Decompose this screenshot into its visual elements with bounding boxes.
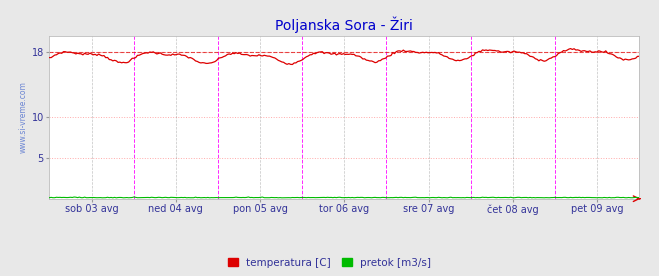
Text: www.si-vreme.com: www.si-vreme.com — [18, 81, 28, 153]
Title: Poljanska Sora - Žiri: Poljanska Sora - Žiri — [275, 17, 413, 33]
Legend: temperatura [C], pretok [m3/s]: temperatura [C], pretok [m3/s] — [225, 254, 434, 271]
